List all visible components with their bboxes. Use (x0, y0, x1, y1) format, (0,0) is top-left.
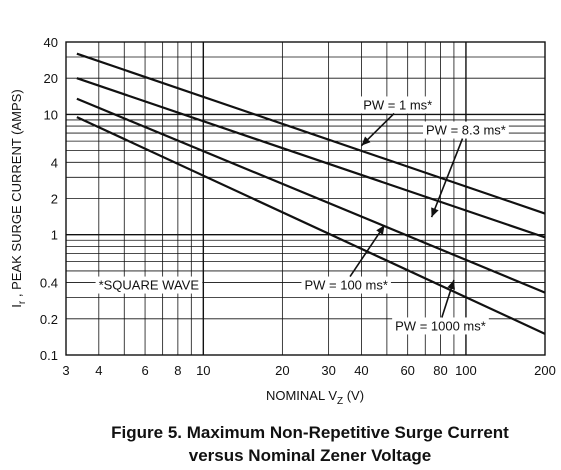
series-arrow-1 (360, 112, 395, 147)
y-tick-label: 40 (44, 35, 58, 50)
y-tick-label: 20 (44, 71, 58, 86)
y-tick-labels: 0.1 0.2 0.4 1 2 4 10 20 40 (40, 35, 58, 363)
x-tick-label: 40 (354, 363, 368, 378)
x-tick-label: 4 (95, 363, 102, 378)
y-tick-label: 2 (51, 192, 58, 207)
x-tick-labels: 3 4 6 8 10 20 30 40 60 80 100 200 (62, 363, 555, 378)
grid-minor (65, 41, 546, 356)
series-label-bg (301, 276, 391, 294)
figure-caption-line2: versus Nominal Zener Voltage (188, 446, 432, 465)
series-label-4: PW = 1000 ms* (395, 318, 486, 333)
y-tick-label: 0.1 (40, 348, 58, 363)
y-axis-title: Ir , PEAK SURGE CURRENT (AMPS) (9, 89, 28, 307)
x-tick-label: 3 (62, 363, 69, 378)
square-wave-note-bg (95, 276, 203, 294)
y-tick-label: 10 (44, 107, 58, 122)
curve-annotations: PW = 1 ms* PW = 8.3 ms* PW = 100 ms* PW = 1… (95, 96, 509, 335)
x-axis-title: NOMINAL VZ (V) (266, 388, 364, 407)
series-label-2: PW = 8.3 ms* (426, 123, 506, 138)
square-wave-note: *SQUARE WAVE (99, 278, 200, 293)
series-label-3: PW = 100 ms* (304, 278, 387, 293)
x-tick-label: 200 (534, 363, 556, 378)
series-line-3 (76, 97, 546, 294)
plot-frame (65, 41, 546, 356)
series-arrow-4 (441, 279, 455, 318)
x-tick-label: 100 (455, 363, 477, 378)
figure-caption-line1: Figure 5. Maximum Non-Repetitive Surge C… (111, 423, 509, 442)
series-label-bg (360, 96, 436, 114)
series-line-1 (76, 52, 546, 215)
y-tick-label: 0.4 (40, 276, 58, 291)
series-arrow-2 (430, 138, 464, 218)
surge-current-chart: 3 4 6 8 10 20 30 40 60 80 100 200 0.1 0.2 0.4 1 2 4 10 20 4… (9, 35, 556, 407)
x-tick-label: 80 (433, 363, 447, 378)
series-label-1: PW = 1 ms* (363, 97, 432, 112)
series-lines (76, 52, 546, 335)
series-line-2 (76, 77, 546, 239)
x-tick-label: 30 (321, 363, 335, 378)
y-tick-label: 1 (51, 228, 58, 243)
series-label-bg (392, 317, 489, 335)
x-tick-label: 20 (275, 363, 289, 378)
grid-major (66, 42, 545, 355)
x-tick-label: 10 (196, 363, 210, 378)
series-line-4 (76, 116, 546, 335)
x-tick-label: 60 (400, 363, 414, 378)
y-tick-label: 0.2 (40, 312, 58, 327)
x-tick-label: 6 (141, 363, 148, 378)
y-tick-label: 4 (51, 155, 58, 170)
x-tick-label: 8 (174, 363, 181, 378)
series-label-bg (423, 121, 509, 139)
series-arrow-3 (349, 224, 386, 278)
